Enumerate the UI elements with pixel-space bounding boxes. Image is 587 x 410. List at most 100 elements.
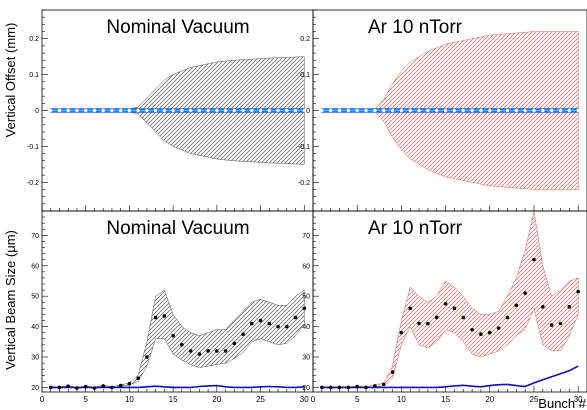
size-argon-data-point <box>417 321 421 326</box>
size-argon-data-point <box>399 330 404 335</box>
size-argon-data-point <box>532 257 536 262</box>
size-argon-data-point <box>390 370 395 375</box>
size-argon-y-tick-label: 60 <box>302 263 310 270</box>
size-nominal-data-point <box>197 352 202 356</box>
size-nominal-data-point <box>127 381 132 386</box>
offset-argon-data-point <box>337 108 342 113</box>
offset-nominal-data-point <box>127 108 132 113</box>
offset-argon-data-point <box>541 108 545 113</box>
size-argon-data-point <box>320 385 324 390</box>
offset-nominal-data-point <box>250 108 254 113</box>
offset-argon-y-tick-label: 0.1 <box>300 72 310 79</box>
size-argon-x-tick-label: 15 <box>441 395 450 404</box>
size-argon-data-point <box>434 315 439 320</box>
panel-size-argon: 20 30 40 50 60 70 0 5 10 15 20 25 30 <box>302 210 587 404</box>
size-argon-x-tick-label: 0 <box>311 395 316 404</box>
size-nominal-data-point <box>258 318 263 323</box>
size-nominal-data-point <box>241 332 245 337</box>
y-axis-label-offset: Vertical Offset (mm) <box>3 23 18 138</box>
offset-argon-data-point <box>479 108 483 113</box>
offset-nominal-data-point <box>302 108 306 113</box>
size-argon-y-tick-label: 40 <box>302 324 310 331</box>
offset-argon-data-point <box>320 108 324 113</box>
size-argon-x-tick-label: 5 <box>355 395 360 404</box>
offset-argon-data-point <box>470 108 474 113</box>
size-argon-data-point <box>364 385 368 390</box>
offset-nominal-data-point <box>232 108 237 113</box>
size-nominal-data-point <box>206 349 210 353</box>
offset-nominal-data-point <box>285 108 289 113</box>
size-argon-data-point <box>523 291 527 295</box>
offset-nominal-data-point <box>92 108 97 113</box>
size-argon-data-point <box>496 326 501 330</box>
offset-argon-data-point <box>461 108 465 113</box>
offset-nominal-data-point <box>110 108 114 113</box>
offset-argon-data-point <box>567 108 572 113</box>
size-argon-data-point <box>479 332 483 337</box>
offset-nominal-plot-area <box>49 56 306 165</box>
size-argon-y-tick-label: 50 <box>302 294 310 301</box>
size-argon-data-point <box>373 384 377 388</box>
offset-nominal-data-point <box>49 108 53 113</box>
size-argon-data-point <box>567 305 572 309</box>
size-argon-data-point <box>549 323 554 327</box>
size-nominal-data-point <box>284 324 289 329</box>
offset-nominal-data-point <box>188 108 193 113</box>
offset-argon-data-point <box>435 108 439 113</box>
size-nominal-data-point <box>118 383 123 388</box>
size-argon-y-tick-label: 20 <box>302 385 310 392</box>
size-argon-frame <box>312 210 587 393</box>
size-nominal-data-point <box>180 343 184 347</box>
offset-nominal-data-point <box>101 108 105 113</box>
offset-argon-data-point <box>505 108 510 113</box>
size-nominal-uncertainty-band <box>50 289 305 389</box>
offset-nominal-data-point <box>293 108 298 113</box>
offset-argon-y-tick-label: -0.2 <box>298 180 310 187</box>
size-argon-data-point <box>443 301 448 306</box>
size-nominal-data-point <box>66 384 71 389</box>
offset-nominal-data-point <box>171 108 175 113</box>
size-nominal-data-point <box>145 355 149 359</box>
size-argon-data-point <box>381 382 386 387</box>
panel-title-offset-nominal: Nominal Vacuum <box>106 17 249 38</box>
size-argon-data-point <box>514 303 519 308</box>
offset-argon-data-point <box>532 108 536 113</box>
size-nominal-data-point <box>267 321 272 326</box>
offset-nominal-data-point <box>66 108 70 113</box>
size-argon-data-point <box>328 385 333 390</box>
size-argon-x-tick-label: 10 <box>397 395 406 404</box>
size-nominal-y-tick-label: 40 <box>31 324 39 331</box>
size-nominal-y-tick-label: 20 <box>31 385 39 392</box>
size-argon-y-tick-label: 70 <box>302 233 310 240</box>
size-nominal-data-point <box>250 321 254 326</box>
panel-offset-nominal: -0.2 -0.1 0 0.1 0.2 <box>27 9 314 212</box>
offset-nominal-data-point <box>223 108 228 113</box>
size-argon-data-point <box>346 385 351 390</box>
size-argon-data-point <box>541 305 545 309</box>
size-nominal-x-tick-label: 15 <box>169 395 178 404</box>
size-nominal-x-tick-label: 25 <box>256 395 265 404</box>
offset-argon-data-point <box>364 108 368 113</box>
offset-nominal-y-tick-label: 0.2 <box>29 36 39 43</box>
size-argon-data-point <box>461 315 466 320</box>
size-argon-x-tick-label: 30 <box>574 395 583 404</box>
offset-argon-data-point <box>496 108 501 113</box>
size-nominal-data-point <box>188 349 193 353</box>
offset-nominal-data-point <box>267 108 271 113</box>
offset-argon-y-tick-label: -0.1 <box>298 144 310 151</box>
size-nominal-y-tick-label: 30 <box>31 355 39 362</box>
size-argon-data-point <box>426 321 430 326</box>
x-axis-label: Bunch # <box>538 396 586 410</box>
size-argon-data-point <box>408 306 413 311</box>
offset-argon-data-point <box>523 108 527 113</box>
size-nominal-data-point <box>171 333 175 338</box>
offset-argon-plot-area <box>320 31 580 190</box>
offset-nominal-data-point <box>145 108 149 113</box>
offset-nominal-data-point <box>258 108 263 113</box>
offset-nominal-data-point <box>215 108 219 113</box>
panel-title-size-argon: Ar 10 nTorr <box>368 218 463 239</box>
size-argon-data-point <box>505 315 510 320</box>
size-nominal-x-tick-label: 10 <box>125 395 134 404</box>
size-argon-baseline-line <box>321 365 579 389</box>
